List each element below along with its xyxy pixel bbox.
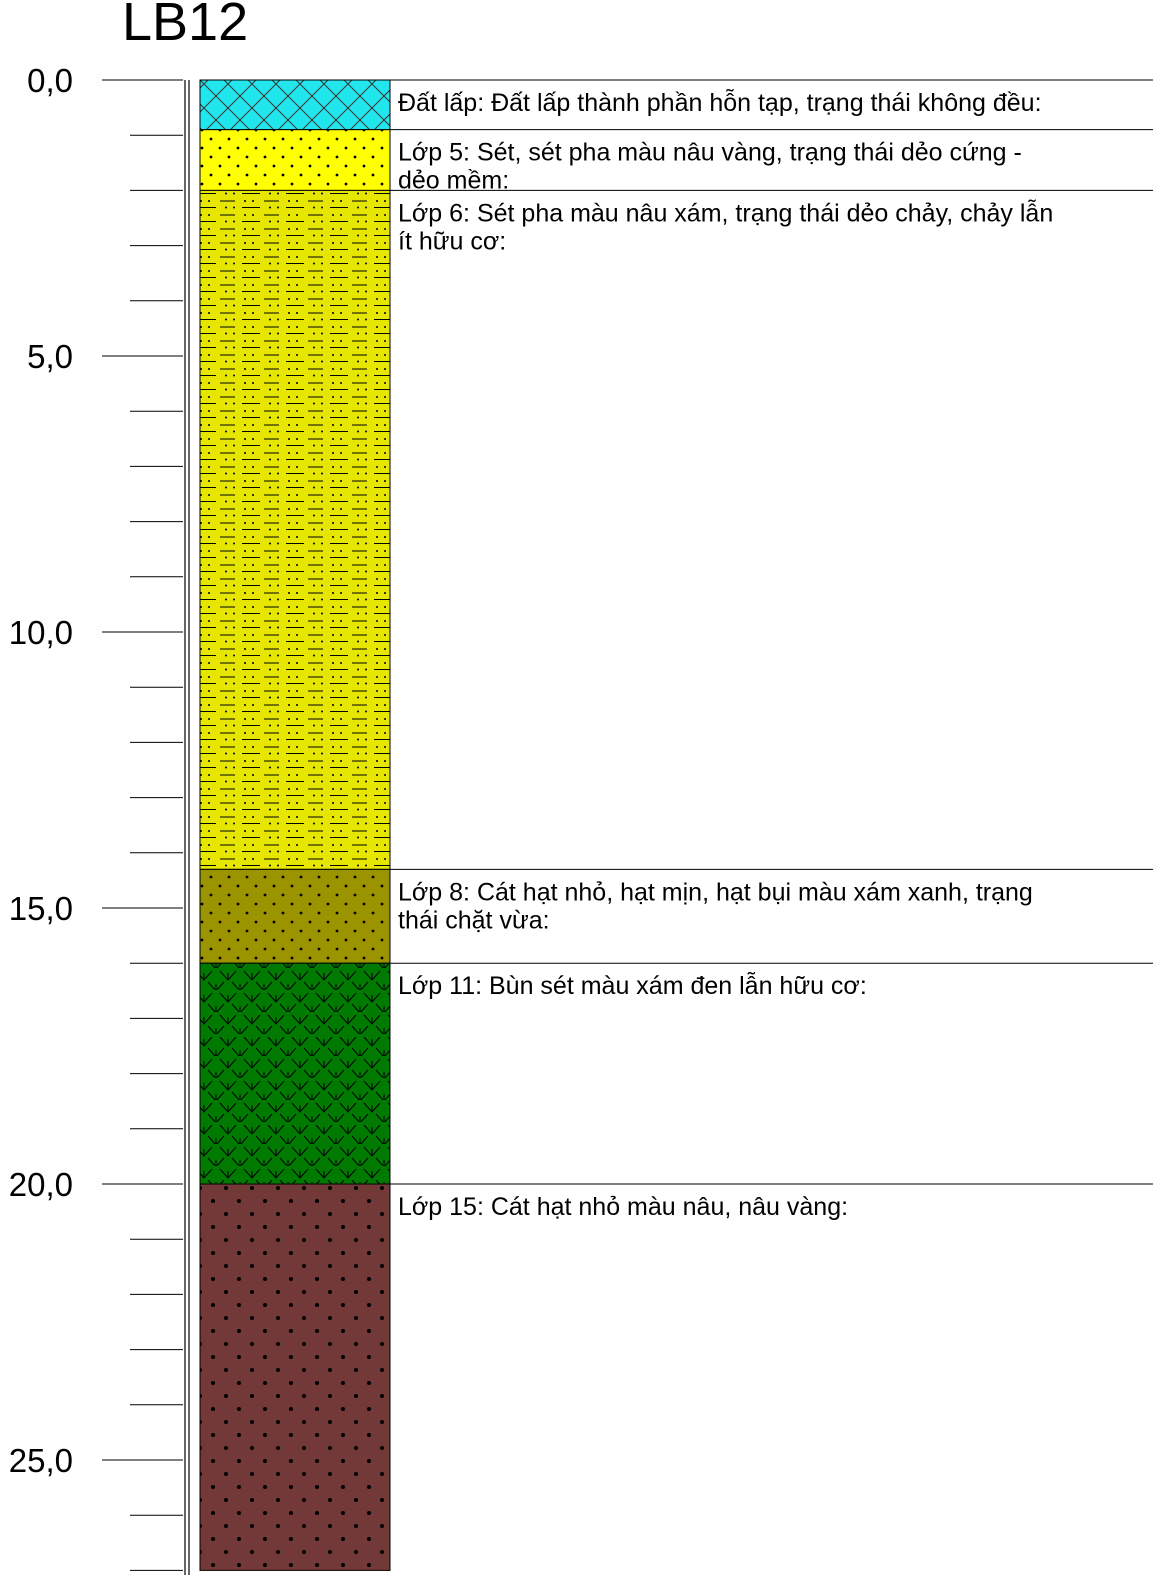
- depth-tick-label: 0,0: [27, 62, 73, 99]
- layer-description-4: Lớp 11: Bùn sét màu xám đen lẫn hữu cơ:: [398, 971, 867, 1000]
- layer-pattern-4: [199, 962, 391, 1185]
- depth-axis: 0,0 5,0 10,0 15,0 20,0 25,0: [9, 62, 190, 1575]
- depth-tick-label: 15,0: [9, 890, 73, 927]
- depth-tick-label: 25,0: [9, 1442, 73, 1479]
- layer-description-1: Lớp 5: Sét, sét pha màu nâu vàng, trạng …: [398, 139, 1022, 167]
- layer-pattern-1: [199, 129, 391, 191]
- layer-pattern-0: [199, 79, 391, 131]
- layer-description-3: thái chặt vừa:: [398, 906, 550, 934]
- depth-tick-label: 10,0: [9, 614, 73, 651]
- depth-tick-label: 20,0: [9, 1166, 73, 1203]
- layer-description-3: Lớp 8: Cát hạt nhỏ, hạt mịn, hạt bụi màu…: [398, 878, 1033, 906]
- borehole-title: LB12: [122, 0, 248, 52]
- layer-pattern-2: [199, 189, 391, 870]
- layer-description-0: Đất lấp: Đất lấp thành phần hỗn tạp, trạ…: [398, 88, 1042, 117]
- layer-description-2: Lớp 6: Sét pha màu nâu xám, trạng thái d…: [398, 198, 1053, 227]
- depth-tick-label: 5,0: [27, 338, 73, 375]
- layer-pattern-3: [199, 868, 391, 964]
- layer-descriptions: Đất lấp: Đất lấp thành phần hỗn tạp, trạ…: [390, 79, 1153, 1221]
- layer-description-5: Lớp 15: Cát hạt nhỏ màu nâu, nâu vàng:: [398, 1193, 848, 1221]
- layer-description-2: ít hữu cơ:: [398, 227, 506, 255]
- layer-pattern-5: [199, 1183, 391, 1571]
- soil-column: [199, 79, 391, 1571]
